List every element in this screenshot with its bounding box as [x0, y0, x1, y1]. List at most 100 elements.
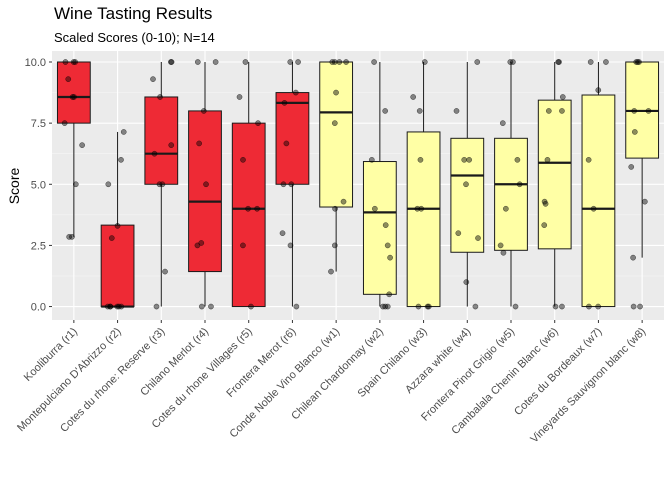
data-point	[157, 94, 163, 100]
data-point	[603, 59, 609, 65]
box	[362, 161, 397, 295]
data-point	[62, 59, 69, 65]
y-tick-label: 0.0	[31, 302, 46, 314]
box	[494, 137, 528, 251]
data-point	[421, 59, 428, 65]
data-point	[631, 108, 638, 114]
data-point	[293, 303, 300, 310]
data-point	[280, 181, 287, 188]
data-point	[410, 94, 416, 100]
data-point	[630, 254, 636, 261]
data-point	[208, 303, 214, 310]
data-point	[417, 157, 424, 163]
data-point	[645, 108, 652, 114]
data-point	[281, 100, 288, 106]
data-point	[66, 234, 72, 240]
data-point	[559, 108, 565, 114]
data-point	[587, 59, 594, 65]
data-point	[595, 87, 602, 93]
data-point	[514, 157, 521, 163]
data-point	[544, 157, 551, 163]
data-point	[512, 303, 519, 310]
data-point	[151, 150, 158, 157]
data-point	[162, 268, 168, 275]
data-point	[585, 157, 592, 163]
data-point	[418, 205, 425, 212]
data-point	[595, 303, 601, 310]
box	[231, 122, 266, 308]
data-point	[73, 181, 79, 188]
data-point	[150, 76, 156, 82]
data-point	[382, 303, 389, 310]
data-point	[287, 242, 294, 249]
data-point	[372, 205, 378, 212]
data-point	[503, 205, 509, 212]
box	[537, 99, 572, 250]
data-point	[387, 254, 393, 261]
data-point	[201, 108, 207, 114]
data-point	[116, 303, 122, 310]
data-point	[114, 303, 121, 310]
data-point	[559, 94, 566, 100]
data-point	[159, 181, 166, 188]
data-point	[328, 268, 334, 275]
box	[275, 92, 310, 185]
data-point	[472, 303, 479, 310]
y-axis-label: Score	[6, 168, 22, 205]
data-point	[255, 120, 261, 126]
chart-subtitle: Scaled Scores (0-10); N=14	[54, 30, 215, 45]
data-point	[240, 157, 246, 163]
box	[450, 137, 485, 253]
data-point	[242, 59, 249, 65]
box	[406, 131, 441, 308]
data-point	[65, 76, 72, 82]
data-point	[628, 164, 635, 170]
data-point	[516, 181, 523, 188]
data-point	[380, 303, 386, 310]
data-point	[196, 140, 202, 147]
data-point	[630, 303, 637, 310]
data-point	[461, 157, 468, 163]
y-tick-label: 5.0	[31, 179, 46, 191]
data-point	[586, 303, 592, 310]
box	[144, 96, 179, 185]
data-point	[105, 181, 112, 188]
data-point	[336, 59, 343, 65]
data-point	[463, 181, 469, 188]
data-point	[114, 223, 121, 229]
data-point	[384, 242, 391, 249]
data-point	[497, 242, 504, 249]
data-point	[254, 205, 260, 212]
data-point	[288, 181, 295, 188]
data-point	[382, 222, 389, 228]
data-point	[637, 303, 643, 310]
data-point	[168, 59, 175, 65]
data-point	[552, 303, 559, 310]
data-point	[507, 59, 514, 65]
data-point	[382, 108, 388, 114]
data-point	[633, 59, 640, 65]
x-tick-label: Cotes du Bordeaux (w7)	[512, 326, 604, 418]
data-point	[331, 59, 338, 65]
data-point	[474, 59, 481, 65]
plot-panel	[52, 51, 664, 320]
data-point	[292, 89, 299, 96]
data-point	[415, 303, 422, 310]
box	[319, 61, 354, 208]
data-point	[333, 89, 339, 96]
data-point	[283, 140, 290, 147]
data-point	[369, 157, 375, 163]
data-point	[79, 142, 85, 148]
data-point	[61, 120, 68, 126]
data-point	[634, 59, 641, 65]
data-point	[642, 198, 648, 205]
data-point	[343, 59, 349, 65]
data-point	[168, 142, 175, 148]
data-point	[198, 303, 205, 310]
data-point	[108, 235, 115, 241]
data-point	[240, 242, 246, 249]
data-point	[555, 59, 562, 65]
data-point	[463, 279, 470, 285]
data-point	[500, 249, 507, 256]
y-tick-label: 10.0	[25, 57, 46, 69]
